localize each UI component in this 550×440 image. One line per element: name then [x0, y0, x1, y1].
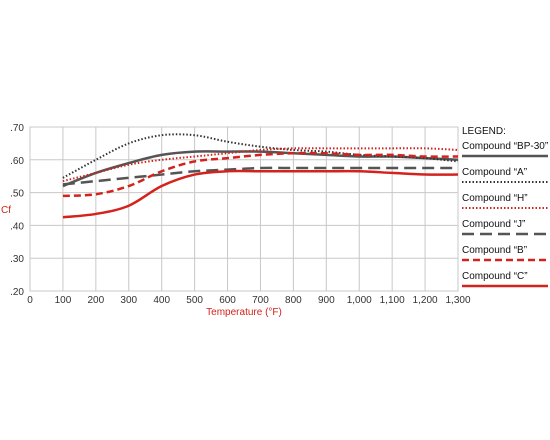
legend-entry-label: Compound “BP-30” [462, 141, 548, 152]
x-tick-label: 900 [318, 295, 335, 306]
x-tick-label: 1,300 [445, 295, 470, 306]
y-tick-label: .30 [10, 254, 24, 265]
legend-entry-label: Compound “C” [462, 271, 528, 282]
legend-entry-label: Compound “B” [462, 245, 527, 256]
x-tick-label: 100 [55, 295, 72, 306]
legend-entry-label: Compound “J” [462, 219, 525, 230]
x-tick-label: 1,000 [347, 295, 372, 306]
x-tick-label: 200 [88, 295, 105, 306]
legend-entry-label: Compound “H” [462, 193, 528, 204]
series-line [62, 169, 459, 219]
series-line [62, 133, 459, 179]
x-tick-label: 0 [27, 295, 33, 306]
legend-title: LEGEND: [462, 126, 506, 137]
x-tick-label: 1,100 [380, 295, 405, 306]
legend: Compound “BP-30” Compound “A” Compound “H”… [462, 141, 548, 288]
x-tick-label: 800 [285, 295, 302, 306]
x-axis-label: Temperature (°F) [206, 307, 282, 318]
y-tick-label: .40 [10, 221, 24, 232]
series-layer [62, 133, 459, 219]
y-axis-label: Cf [1, 205, 11, 216]
x-tick-label: 1,200 [413, 295, 438, 306]
series-line [62, 147, 459, 183]
series-line [62, 151, 459, 198]
x-tick-label: 600 [219, 295, 236, 306]
y-tick-label: .70 [10, 123, 24, 134]
x-tick-label: 500 [186, 295, 203, 306]
series-line [62, 166, 458, 186]
x-tick-label: 700 [252, 295, 269, 306]
x-tick-label: 300 [120, 295, 137, 306]
y-tick-label: .60 [10, 156, 24, 167]
x-tick-label: 400 [153, 295, 170, 306]
ticks: 0 100 200 300 400 500 600 700 800 900 1,000 1,100 1,… [10, 123, 471, 306]
y-tick-label: .20 [10, 287, 24, 298]
legend-entry-label: Compound “A” [462, 167, 527, 178]
y-tick-label: .50 [10, 189, 24, 200]
